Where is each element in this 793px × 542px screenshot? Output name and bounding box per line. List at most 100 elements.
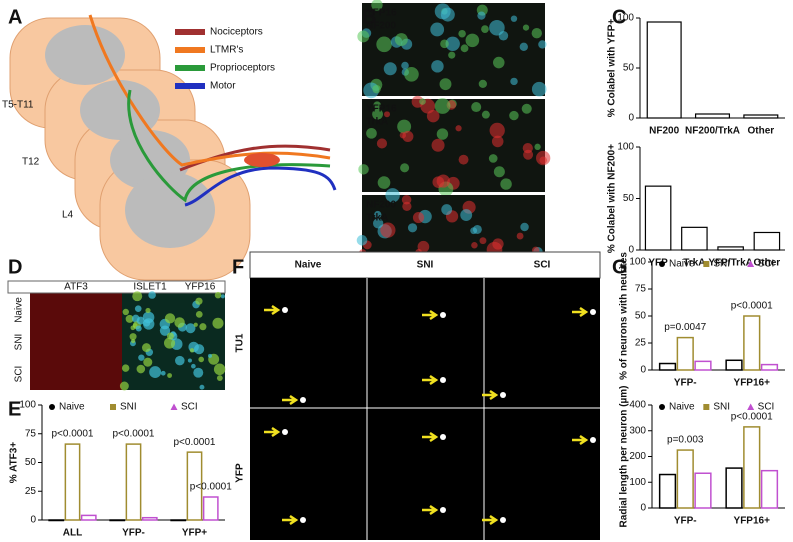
legend-label: SCI: [181, 402, 198, 413]
cell: [445, 36, 460, 52]
segment-label: T12: [22, 157, 40, 168]
y-tick-label: 100: [617, 13, 634, 24]
row-label: SNI: [14, 334, 25, 351]
bar: [202, 496, 219, 521]
bar: [676, 449, 694, 509]
panel-label: A: [8, 6, 22, 28]
cell: [374, 210, 382, 219]
bar: [694, 113, 731, 119]
cell: [407, 223, 418, 233]
cell: [174, 317, 185, 328]
x-tick-label: YFP16+: [734, 516, 771, 527]
p-value: p<0.0001: [731, 412, 773, 423]
cell: [434, 98, 451, 114]
cell: [440, 39, 449, 49]
cell: [419, 98, 426, 105]
neuron: [282, 429, 288, 435]
cell: [125, 314, 134, 323]
cell: [385, 188, 400, 203]
legend-marker: [110, 404, 116, 410]
cell: [129, 333, 137, 341]
neuron: [590, 437, 596, 443]
legend-swatch: [175, 83, 205, 89]
y-tick-label: 50: [623, 63, 635, 74]
grey-matter: [80, 80, 160, 140]
panel-label: B: [362, 6, 376, 28]
x-tick-label: YFP-: [674, 378, 697, 389]
cell: [377, 176, 391, 189]
cell: [538, 40, 547, 49]
arrow: [422, 309, 439, 321]
nerve-line: [179, 144, 331, 172]
cell: [481, 25, 489, 33]
bar: [64, 443, 81, 521]
cell: [383, 62, 397, 76]
bar: [80, 514, 97, 521]
neuron: [300, 397, 306, 403]
bar: [743, 114, 779, 119]
y-tick-label: 25: [635, 338, 647, 349]
cell: [136, 316, 145, 325]
bar: [658, 473, 677, 509]
legend-label: Nociceptors: [210, 27, 263, 38]
legend-swatch: [175, 65, 205, 71]
cell: [426, 109, 440, 123]
cell: [143, 318, 155, 330]
cell: [401, 194, 412, 205]
column-label: Naive: [295, 260, 322, 271]
y-tick-label: 0: [640, 365, 646, 376]
nerve-line: [184, 166, 337, 207]
bar: [141, 516, 158, 521]
cell: [376, 138, 388, 149]
y-tick-label: 300: [629, 425, 646, 436]
cell: [521, 103, 532, 114]
neurite-images: [249, 251, 601, 540]
header-box: [7, 280, 226, 294]
p-value: p<0.0001: [190, 482, 232, 493]
cell: [402, 201, 412, 211]
bar: [753, 231, 781, 251]
y-tick-label: 0: [640, 503, 646, 514]
neuron: [440, 312, 446, 318]
cell: [523, 149, 534, 160]
cell: [492, 56, 505, 69]
cell: [372, 84, 381, 94]
legend-marker: [49, 404, 55, 410]
cell: [412, 211, 425, 224]
cell: [366, 127, 377, 139]
cell: [198, 356, 205, 363]
arrow: [422, 374, 439, 386]
cell: [500, 178, 512, 190]
legend-label: Motor: [210, 81, 236, 92]
y-tick-label: 0: [30, 515, 36, 526]
cell: [138, 354, 145, 361]
cell: [465, 33, 480, 48]
cell: [216, 375, 223, 382]
y-tick-label: 50: [635, 311, 647, 322]
cell: [143, 357, 153, 367]
cell: [167, 373, 173, 378]
cell: [400, 163, 410, 173]
cell: [122, 308, 129, 316]
cell: [376, 36, 392, 53]
cell: [166, 332, 174, 340]
cell: [199, 384, 205, 390]
cell: [440, 7, 455, 22]
row-label: Naive: [14, 297, 25, 323]
row-label: TU1: [235, 333, 246, 352]
arrow: [282, 514, 299, 526]
segment-label: T5-T11: [2, 100, 34, 111]
cell: [460, 209, 473, 221]
legend-marker: [659, 261, 665, 267]
cell: [135, 325, 142, 332]
bar: [694, 472, 712, 509]
cell: [478, 79, 487, 89]
panel-label: C: [612, 6, 626, 28]
cell: [193, 367, 204, 378]
arrow: [282, 394, 299, 406]
panel-label: G: [612, 256, 628, 278]
cell: [458, 29, 466, 38]
p-value: p=0.0047: [664, 322, 706, 333]
cell: [401, 61, 409, 70]
